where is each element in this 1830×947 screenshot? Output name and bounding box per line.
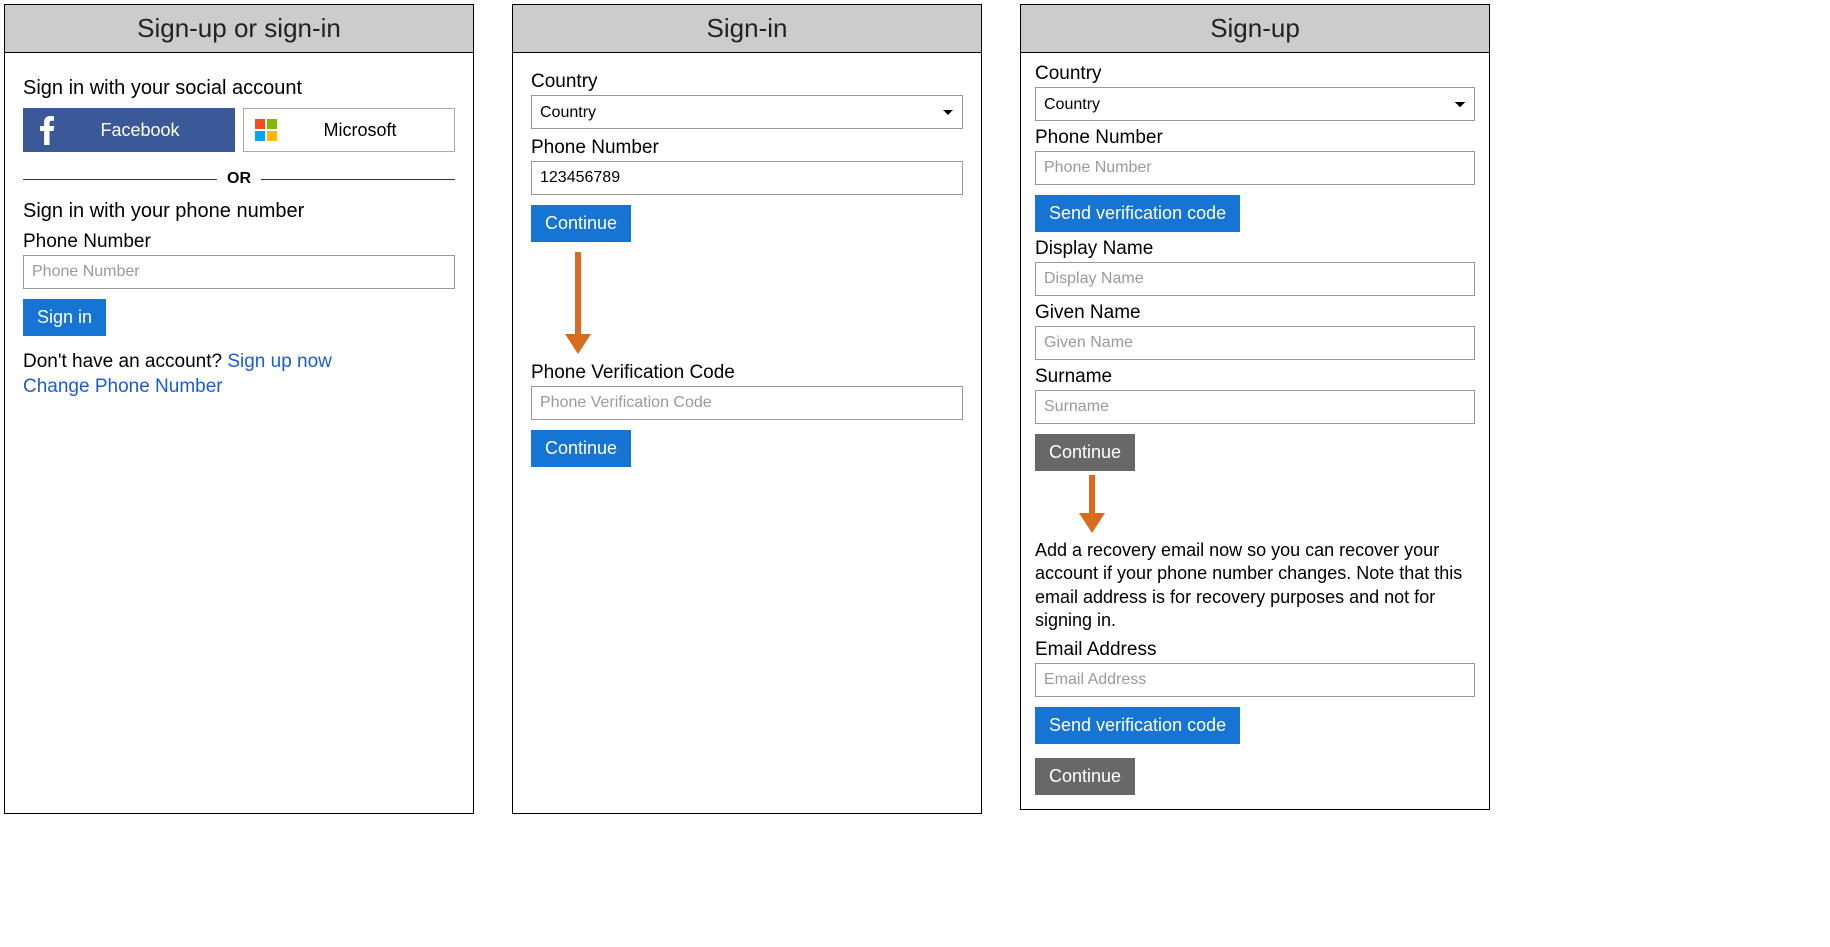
change-phone-link[interactable]: Change Phone Number	[23, 376, 223, 397]
signin-panel: Sign-in Country Country Phone Number Con…	[512, 4, 982, 814]
panel-title: Sign-up	[1021, 5, 1489, 53]
signup-or-signin-panel: Sign-up or sign-in Sign in with your soc…	[4, 4, 474, 814]
recovery-email-text: Add a recovery email now so you can reco…	[1035, 539, 1475, 633]
no-account-text: Don't have an account?	[23, 351, 227, 372]
facebook-icon	[30, 115, 64, 145]
country-select[interactable]: Country	[1035, 87, 1475, 121]
phone-input[interactable]	[1035, 151, 1475, 185]
phone-label: Phone Number	[1035, 127, 1475, 149]
country-label: Country	[531, 71, 963, 93]
facebook-label: Facebook	[64, 120, 234, 141]
phone-heading: Sign in with your phone number	[23, 200, 455, 223]
panel-title: Sign-in	[513, 5, 981, 53]
verification-code-input[interactable]	[531, 386, 963, 420]
given-name-label: Given Name	[1035, 302, 1475, 324]
phone-input[interactable]	[23, 255, 455, 289]
send-code-button-2[interactable]: Send verification code	[1035, 707, 1240, 744]
or-divider: OR	[23, 170, 455, 188]
step-arrow-icon	[1035, 475, 1475, 533]
or-text: OR	[227, 170, 251, 188]
email-label: Email Address	[1035, 639, 1475, 661]
signup-now-link[interactable]: Sign up now	[227, 351, 332, 372]
surname-input[interactable]	[1035, 390, 1475, 424]
surname-label: Surname	[1035, 366, 1475, 388]
signup-panel: Sign-up Country Country Phone Number Sen…	[1020, 4, 1490, 810]
country-select[interactable]: Country	[531, 95, 963, 129]
step-arrow-icon	[531, 252, 963, 354]
continue-button-1[interactable]: Continue	[531, 205, 631, 242]
phone-label: Phone Number	[531, 137, 963, 159]
phone-input[interactable]	[531, 161, 963, 195]
display-name-input[interactable]	[1035, 262, 1475, 296]
microsoft-button[interactable]: Microsoft	[243, 108, 455, 152]
verification-code-label: Phone Verification Code	[531, 362, 963, 384]
microsoft-label: Microsoft	[280, 120, 454, 141]
send-code-button-1[interactable]: Send verification code	[1035, 195, 1240, 232]
signin-button[interactable]: Sign in	[23, 299, 106, 336]
microsoft-icon	[252, 118, 280, 142]
continue-button-2[interactable]: Continue	[531, 430, 631, 467]
continue-button-1[interactable]: Continue	[1035, 434, 1135, 471]
country-label: Country	[1035, 63, 1475, 85]
facebook-button[interactable]: Facebook	[23, 108, 235, 152]
continue-button-2[interactable]: Continue	[1035, 758, 1135, 795]
given-name-input[interactable]	[1035, 326, 1475, 360]
social-heading: Sign in with your social account	[23, 77, 455, 100]
phone-label: Phone Number	[23, 231, 455, 253]
display-name-label: Display Name	[1035, 238, 1475, 260]
panel-title: Sign-up or sign-in	[5, 5, 473, 53]
email-input[interactable]	[1035, 663, 1475, 697]
